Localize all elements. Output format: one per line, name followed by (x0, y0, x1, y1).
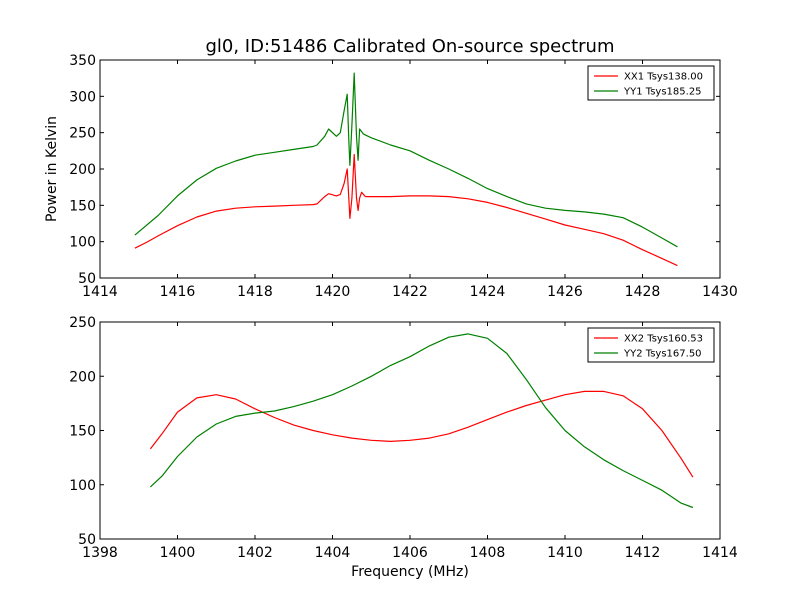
x-tick-label: 1404 (315, 545, 351, 561)
y-axis-label: Power in Kelvin (44, 116, 60, 222)
y-tick-label: 100 (69, 235, 96, 251)
x-axis-label: Frequency (MHz) (351, 564, 469, 580)
x-tick-label: 1410 (547, 545, 583, 561)
x-tick-label: 1430 (702, 284, 738, 300)
x-tick-label: 1418 (237, 284, 273, 300)
bottom-plot-axes: 1398 1400 1402 1404 1406 1408 1410 1412 1414 50 10… (69, 315, 738, 561)
y-tick-label: 300 (69, 89, 96, 105)
top-plot-axes: 1414 1416 1418 1420 1422 1424 1426 1428 1430 50 10… (69, 53, 738, 300)
y-tick-label: 150 (69, 424, 96, 440)
y-tick-label: 50 (78, 532, 96, 548)
y-tick-label: 250 (69, 126, 96, 142)
x-tick-label: 1400 (160, 545, 196, 561)
series-line-1 (134, 153, 678, 267)
series-line-2 (134, 72, 678, 248)
y-tick-label: 100 (69, 478, 96, 494)
legend: XX1 Tsys138.00 YY1 Tsys185.25 (587, 65, 715, 101)
legend-label: XX1 Tsys138.00 (624, 72, 703, 83)
x-tick-label: 1416 (160, 284, 196, 300)
legend-label: YY1 Tsys185.25 (623, 87, 702, 98)
x-tick-label: 1420 (315, 284, 351, 300)
y-tick-label: 350 (69, 53, 96, 69)
legend-label: XX2 Tsys160.53 (624, 334, 703, 345)
x-tick-label: 1414 (702, 545, 738, 561)
x-tick-label: 1424 (470, 284, 506, 300)
x-tick-label: 1406 (392, 545, 428, 561)
x-tick-label: 1422 (392, 284, 428, 300)
y-tick-label: 200 (69, 369, 96, 385)
x-tick-label: 1426 (547, 284, 583, 300)
x-tick-label: 1414 (82, 284, 118, 300)
legend-label: YY2 Tsys167.50 (623, 349, 702, 360)
chart-title: gl0, ID:51486 Calibrated On-source spect… (205, 36, 614, 57)
y-tick-label: 200 (69, 162, 96, 178)
legend: XX2 Tsys160.53 YY2 Tsys167.50 (587, 327, 715, 363)
y-tick-label: 250 (69, 315, 96, 331)
x-tick-label: 1412 (625, 545, 661, 561)
x-tick-label: 1428 (625, 284, 661, 300)
x-tick-label: 1398 (82, 545, 118, 561)
series-line-2 (149, 333, 694, 509)
series-line-1 (149, 390, 694, 478)
y-tick-label: 50 (78, 271, 96, 287)
x-tick-label: 1408 (470, 545, 506, 561)
y-tick-label: 150 (69, 198, 96, 214)
x-tick-label: 1402 (237, 545, 273, 561)
